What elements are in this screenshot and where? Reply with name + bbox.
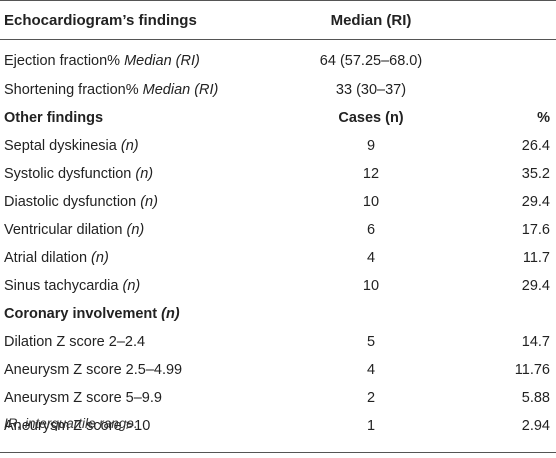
row-cases: 12 — [362, 166, 380, 182]
row-cases: 2 — [366, 390, 376, 406]
row-label: Systolic dysfunction (n) — [4, 166, 154, 182]
row-percent: 29.4 — [521, 194, 550, 210]
table-row: Shortening fraction% Median (RI) 33 (30–… — [0, 76, 556, 104]
row-cases: 4 — [366, 362, 376, 378]
other-findings-title: Other findings — [4, 110, 104, 126]
coronary-header-row: Coronary involvement (n) — [0, 300, 556, 328]
row-cases: 10 — [362, 278, 380, 294]
table-row: Aneurysm Z score 2.5–4.99 4 11.76 — [0, 356, 556, 384]
row-label: Sinus tachycardia (n) — [4, 278, 141, 294]
table-row: Ejection fraction% Median (RI) 64 (57.25… — [0, 40, 556, 77]
row-percent: 29.4 — [521, 278, 550, 294]
table-row: Dilation Z score 2–2.4 5 14.7 — [0, 328, 556, 356]
row-label: Aneurysm Z score >10 — [4, 418, 151, 434]
row-percent: 11.7 — [522, 250, 550, 266]
row-cases: 9 — [366, 138, 376, 154]
row-percent: 17.6 — [521, 222, 550, 238]
table-row: Atrial dilation (n) 4 11.7 — [0, 244, 556, 272]
header-findings: Echocardiogram’s findings — [4, 11, 197, 29]
table-row: Diastolic dysfunction (n) 10 29.4 — [0, 188, 556, 216]
row-percent: 11.76 — [514, 362, 550, 378]
row-label: Dilation Z score 2–2.4 — [4, 334, 146, 350]
other-findings-header-row: Other findings Cases (n) % — [0, 104, 556, 132]
row-value: 33 (30–37) — [335, 82, 407, 98]
row-percent: 26.4 — [521, 138, 550, 154]
row-percent: 2.94 — [521, 418, 550, 434]
row-label: Septal dyskinesia (n) — [4, 138, 139, 154]
row-percent: 5.88 — [521, 390, 550, 406]
row-value: 64 (57.25–68.0) — [319, 53, 423, 69]
row-cases: 6 — [366, 222, 376, 238]
coronary-title: Coronary involvement (n) — [4, 306, 180, 322]
header-empty — [446, 1, 556, 40]
row-cases: 10 — [362, 194, 380, 210]
table-header-row: Echocardiogram’s findings Median (RI) — [0, 0, 556, 40]
row-percent: 14.7 — [521, 334, 550, 350]
row-label: Diastolic dysfunction (n) — [4, 194, 158, 210]
row-label: Ventricular dilation (n) — [4, 222, 145, 238]
table-row: Aneurysm Z score 5–9.9 2 5.88 — [0, 384, 556, 412]
table-row: Sinus tachycardia (n) 10 29.4 — [0, 272, 556, 300]
row-percent: 35.2 — [521, 166, 550, 182]
header-median: Median (RI) — [330, 11, 412, 29]
row-label: Aneurysm Z score 5–9.9 — [4, 390, 162, 406]
cases-header: Cases (n) — [338, 110, 404, 126]
table-row: Ventricular dilation (n) 6 17.6 — [0, 216, 556, 244]
table-row: Septal dyskinesia (n) 9 26.4 — [0, 132, 556, 160]
row-cases: 5 — [366, 334, 376, 350]
table-row: Systolic dysfunction (n) 12 35.2 — [0, 160, 556, 188]
row-label: Shortening fraction% Median (RI) — [4, 82, 219, 98]
row-label: Aneurysm Z score 2.5–4.99 — [4, 362, 183, 378]
row-label: Ejection fraction% Median (RI) — [4, 53, 200, 69]
table-row: Aneurysm Z score >10 1 2.94 — [0, 412, 556, 453]
row-label: Atrial dilation (n) — [4, 250, 109, 266]
row-cases: 4 — [366, 250, 376, 266]
table-footnote: IR, interquartile range. — [4, 416, 138, 431]
row-cases: 1 — [366, 418, 376, 434]
percent-header: % — [537, 110, 550, 126]
